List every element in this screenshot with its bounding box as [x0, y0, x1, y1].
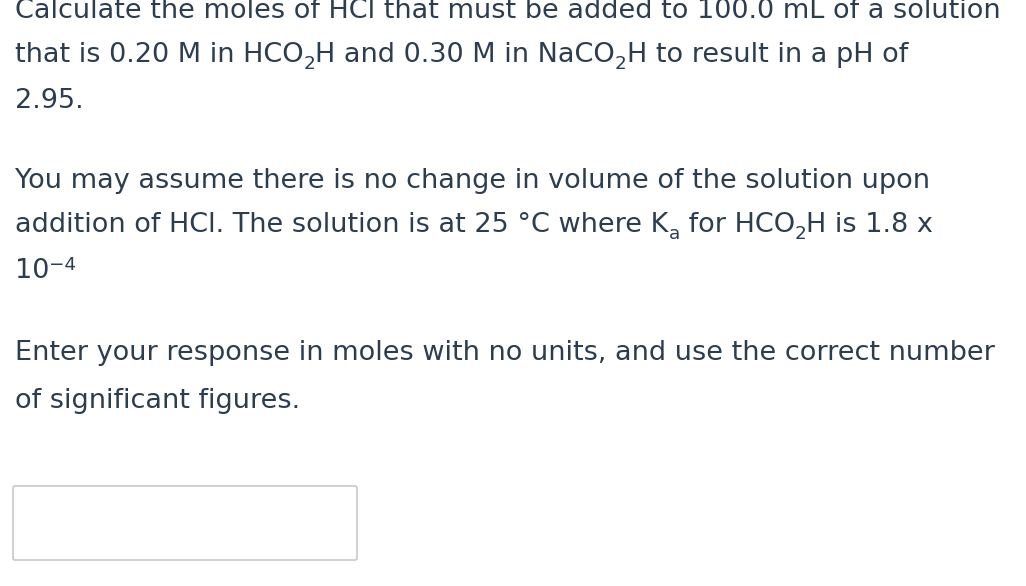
Text: 2.95.: 2.95. — [15, 88, 84, 114]
Text: 10: 10 — [15, 258, 49, 284]
Text: for HCO: for HCO — [679, 212, 795, 238]
FancyBboxPatch shape — [13, 486, 357, 560]
Text: Calculate the moles of HCl that must be added to 100.0 mL of a solution: Calculate the moles of HCl that must be … — [15, 0, 1000, 24]
Text: a: a — [668, 226, 679, 243]
Text: You may assume there is no change in volume of the solution upon: You may assume there is no change in vol… — [15, 168, 930, 194]
Text: 2: 2 — [795, 226, 806, 243]
Text: −4: −4 — [49, 256, 76, 274]
Text: of significant figures.: of significant figures. — [15, 388, 301, 414]
Text: that is 0.20 M in HCO: that is 0.20 M in HCO — [15, 42, 304, 68]
Text: Enter your response in moles with no units, and use the correct number: Enter your response in moles with no uni… — [15, 340, 995, 366]
Text: 2: 2 — [304, 56, 315, 73]
Text: H and 0.30 M in NaCO: H and 0.30 M in NaCO — [315, 42, 616, 68]
Text: addition of HCl. The solution is at 25 °C where K: addition of HCl. The solution is at 25 °… — [15, 212, 668, 238]
Text: H to result in a pH of: H to result in a pH of — [627, 42, 908, 68]
Text: H is 1.8 x: H is 1.8 x — [806, 212, 934, 238]
Text: 2: 2 — [616, 56, 627, 73]
